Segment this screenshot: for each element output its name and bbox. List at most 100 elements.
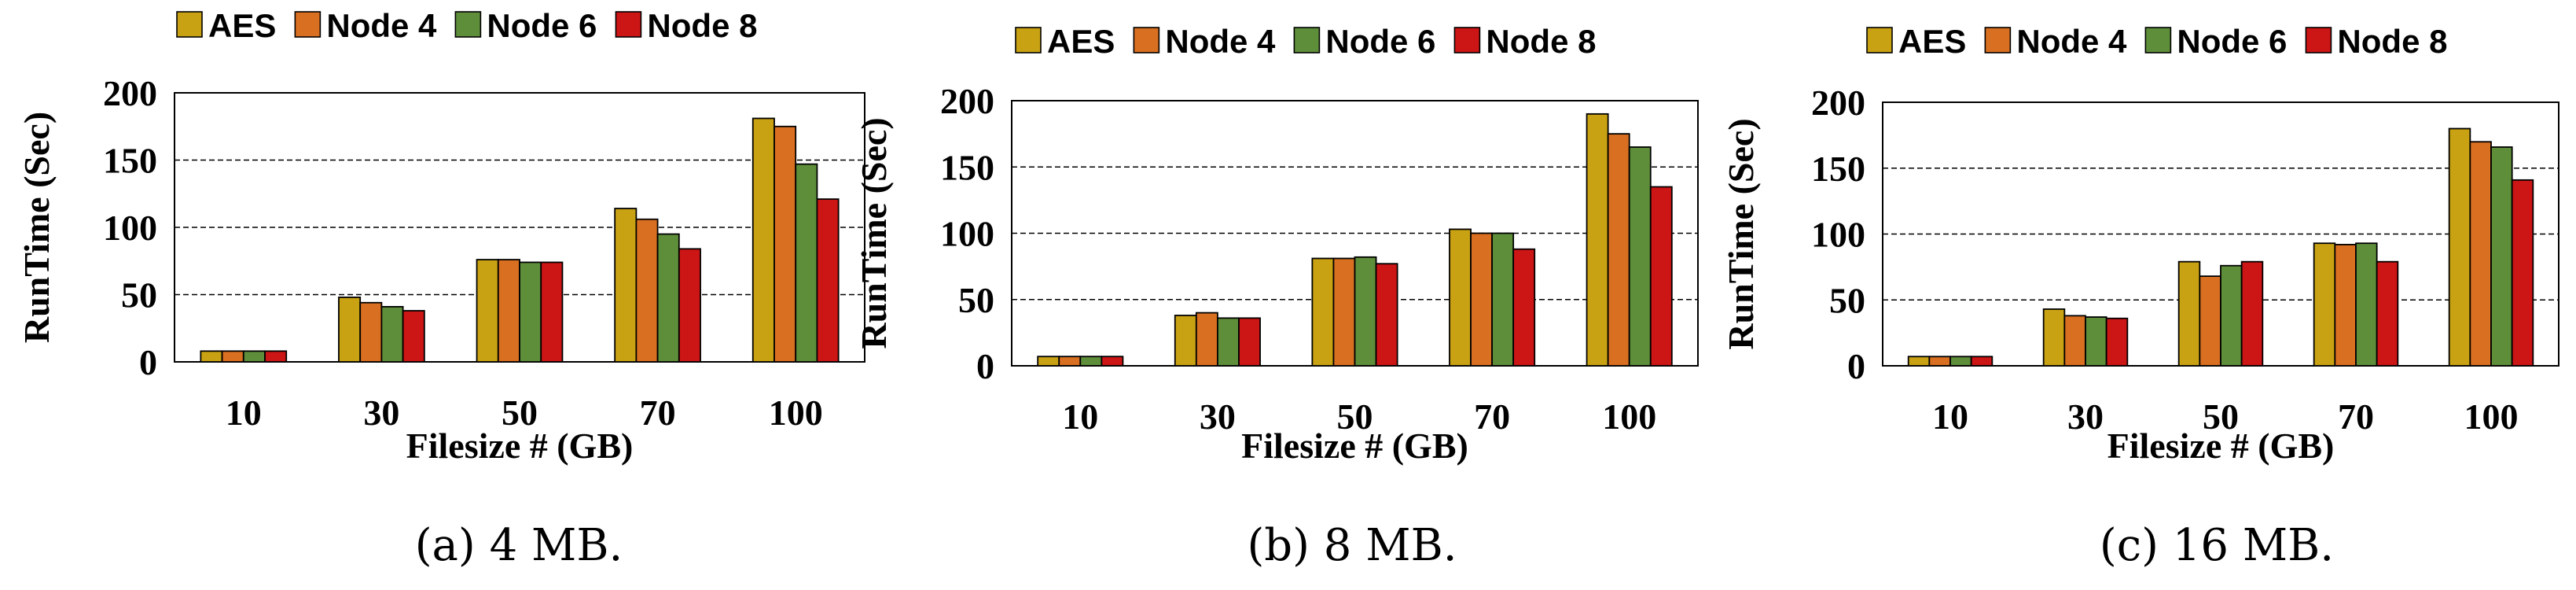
legend-swatch — [1015, 27, 1042, 53]
bar-aes-100 — [751, 117, 775, 363]
legend-label: Node 8 — [2337, 23, 2447, 60]
bar-aes-70 — [2313, 242, 2336, 367]
legend-label: Node 8 — [1486, 23, 1596, 60]
y-tick-label: 200 — [103, 73, 157, 113]
legend-swatch — [176, 11, 203, 38]
bar-node-4-10 — [221, 350, 244, 363]
bar-node-6-70 — [1491, 232, 1515, 367]
x-tick-label: 70 — [2338, 396, 2374, 437]
bar-aes-10 — [200, 350, 223, 363]
legend-label: AES — [1898, 23, 1966, 60]
bar-node-8-30 — [2105, 317, 2129, 367]
bar-node-6-10 — [1949, 356, 1972, 367]
panel-caption: (b) 8 MB. — [1247, 520, 1457, 571]
y-tick-label: 150 — [103, 141, 157, 181]
legend: AES Node 4 Node 6 Node 8 — [1015, 23, 1596, 60]
bar-node-4-10 — [1928, 356, 1951, 367]
x-axis-title: Filesize # (GB) — [1241, 426, 1468, 466]
legend-swatch — [1453, 27, 1481, 53]
bar-node-4-30 — [1195, 312, 1218, 367]
bar-aes-50 — [1311, 257, 1335, 367]
bar-node-6-30 — [2085, 316, 2107, 367]
bar-aes-50 — [2177, 260, 2201, 367]
caption-text: 4 MB. — [476, 520, 623, 571]
bar-aes-100 — [1586, 112, 1609, 367]
caption-label: (a) — [415, 520, 476, 571]
bar-node-8-10 — [1101, 356, 1124, 367]
bar-node-6-50 — [2220, 264, 2243, 367]
bar-node-8-70 — [678, 248, 701, 363]
caption-label: (b) — [1247, 520, 1310, 571]
y-tick-label: 100 — [1811, 215, 1865, 255]
bar-aes-70 — [614, 208, 638, 363]
y-axis-title: RunTime (Sec) — [1721, 118, 1761, 349]
y-tick-label: 200 — [940, 81, 994, 121]
bar-node-8-10 — [1970, 356, 1994, 367]
y-tick-label: 0 — [139, 342, 157, 382]
x-axis-title: Filesize # (GB) — [2107, 426, 2335, 466]
x-tick-label: 50 — [2203, 396, 2239, 437]
bar-node-6-10 — [1079, 356, 1103, 367]
x-tick-label: 50 — [1337, 396, 1373, 437]
y-axis-title: RunTime (Sec) — [854, 117, 894, 348]
y-tick-label: 50 — [958, 280, 994, 320]
bar-node-6-50 — [519, 261, 542, 363]
y-tick-label: 150 — [1811, 149, 1865, 189]
chart-panel-3: 0 50 100 150 200 10 30 50 70 100 Filesize # (GB) Ru… — [1721, 23, 2559, 571]
chart-panel-1: 0 50 100 150 200 10 30 50 70 100 Filesize # (GB) Ru… — [17, 7, 865, 571]
x-tick-label: 100 — [769, 393, 823, 433]
bar-aes-30 — [1174, 315, 1197, 367]
y-tick-label: 100 — [940, 214, 994, 254]
bar-node-8-10 — [264, 350, 288, 363]
bar-node-4-50 — [1332, 257, 1356, 367]
legend-swatch — [294, 11, 322, 38]
legend-swatch — [1984, 27, 2012, 53]
bar-aes-30 — [2042, 308, 2066, 367]
bar-node-8-100 — [2511, 179, 2534, 367]
bar-node-4-100 — [1607, 133, 1630, 367]
bar-node-4-30 — [359, 301, 383, 363]
caption-label: (c) — [2100, 520, 2159, 571]
y-tick-label: 50 — [1829, 280, 1865, 320]
legend-swatch — [454, 11, 482, 38]
bar-aes-30 — [338, 297, 362, 363]
y-tick-label: 200 — [1811, 83, 1865, 123]
bar-node-8-30 — [1238, 317, 1261, 367]
y-tick-label: 0 — [1847, 346, 1865, 386]
bar-aes-10 — [1907, 356, 1931, 367]
legend-label: Node 6 — [487, 7, 597, 44]
bar-aes-100 — [2448, 127, 2471, 367]
bar-node-4-50 — [497, 259, 520, 363]
x-tick-label: 30 — [2067, 396, 2104, 437]
bar-node-6-100 — [795, 163, 818, 363]
y-tick-label: 0 — [976, 346, 994, 386]
bar-node-6-70 — [2355, 242, 2378, 367]
bar-node-4-10 — [1058, 356, 1082, 367]
x-tick-label: 100 — [2464, 396, 2519, 437]
legend-label: Node 6 — [2177, 23, 2287, 60]
bar-node-8-50 — [2240, 260, 2264, 367]
x-tick-label: 30 — [1200, 396, 1236, 437]
y-tick-label: 50 — [121, 275, 157, 315]
caption-text: 8 MB. — [1310, 520, 1457, 571]
bar-aes-10 — [1037, 356, 1060, 367]
x-axis-title: Filesize # (GB) — [406, 426, 634, 466]
legend-label: Node 8 — [647, 7, 757, 44]
legend: AES Node 4 Node 6 Node 8 — [176, 7, 757, 44]
legend-swatch — [1293, 27, 1321, 53]
bar-node-4-30 — [2063, 315, 2086, 367]
bar-node-4-100 — [2469, 141, 2492, 367]
legend-label: Node 6 — [1325, 23, 1435, 60]
bar-aes-50 — [476, 259, 499, 363]
bar-node-6-100 — [2490, 146, 2513, 367]
x-tick-label: 10 — [1062, 396, 1098, 437]
legend-swatch — [2305, 27, 2332, 53]
x-tick-label: 100 — [1602, 396, 1656, 437]
bar-node-4-70 — [1470, 232, 1493, 367]
x-tick-label: 10 — [226, 393, 262, 433]
caption-text: 16 MB. — [2159, 520, 2334, 571]
bar-node-8-50 — [1375, 263, 1398, 367]
bar-node-8-100 — [1649, 186, 1673, 367]
bar-node-8-100 — [816, 198, 840, 363]
x-tick-label: 70 — [1474, 396, 1510, 437]
